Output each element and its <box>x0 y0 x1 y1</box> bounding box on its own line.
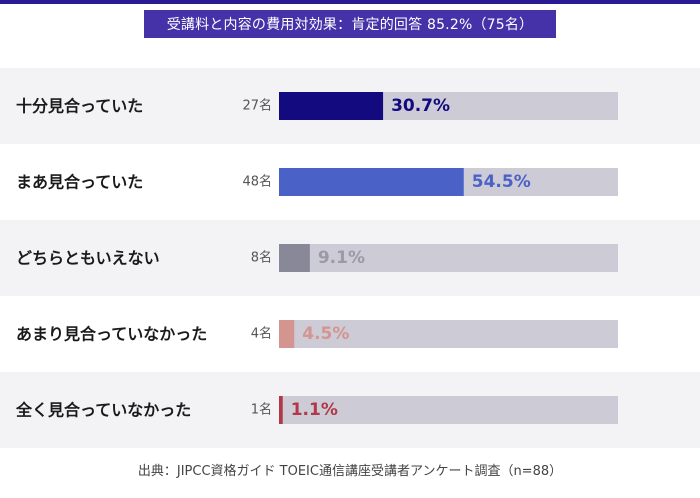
source-note: 出典：JIPCC資格ガイド TOEIC通信講座受講者アンケート調査（n=88） <box>137 464 563 479</box>
bar-track <box>279 320 618 348</box>
category-label: どちらともいえない <box>16 249 160 268</box>
bars <box>279 92 618 424</box>
labels: 十分見合っていた 27名 30.7% まあ見合っていた 48名 54.5% どちらともいえな… <box>15 96 531 420</box>
category-label: あまり見合っていなかった <box>16 325 207 344</box>
top-rule <box>0 0 700 4</box>
bar <box>279 396 283 424</box>
bar <box>279 320 295 348</box>
count-label: 1名 <box>251 402 272 418</box>
value-label: 4.5% <box>302 324 349 344</box>
bar-track <box>279 396 618 424</box>
value-label: 1.1% <box>291 400 338 420</box>
value-label: 30.7% <box>391 96 450 116</box>
value-label: 9.1% <box>318 248 365 268</box>
count-label: 8名 <box>251 250 272 266</box>
bar-track <box>279 244 618 272</box>
category-label: まあ見合っていた <box>16 173 143 192</box>
bar <box>279 244 310 272</box>
count-label: 4名 <box>251 326 272 342</box>
chart-title: 受講料と内容の費用対効果：肯定的回答 85.2%（75名） <box>144 10 556 38</box>
count-label: 27名 <box>242 98 272 114</box>
value-label: 54.5% <box>472 172 531 192</box>
count-label: 48名 <box>242 174 272 190</box>
bar <box>279 92 384 120</box>
category-label: 十分見合っていた <box>16 97 143 116</box>
bar <box>279 168 464 196</box>
category-label: 全く見合っていなかった <box>15 401 191 420</box>
